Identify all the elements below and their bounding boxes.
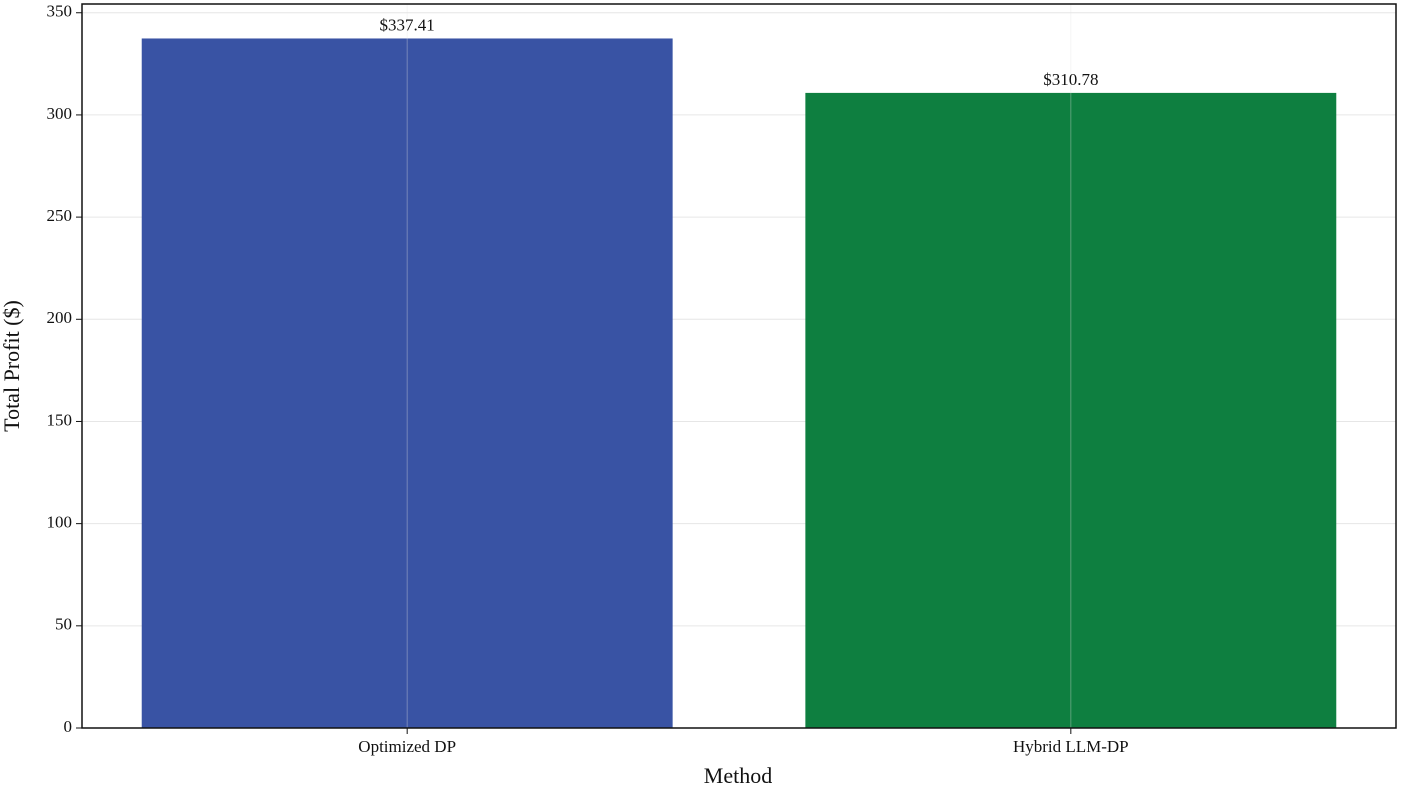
value-label: $337.41 bbox=[380, 15, 435, 34]
bar bbox=[141, 38, 673, 728]
y-tick-label: 300 bbox=[47, 104, 73, 123]
y-tick-label: 200 bbox=[47, 308, 73, 327]
value-label: $310.78 bbox=[1043, 70, 1098, 89]
y-tick-label: 100 bbox=[47, 513, 73, 532]
y-tick-label: 50 bbox=[55, 615, 72, 634]
x-tick-label: Optimized DP bbox=[358, 737, 456, 756]
bar bbox=[805, 92, 1337, 728]
y-tick-label: 250 bbox=[47, 206, 73, 225]
y-tick-label: 350 bbox=[47, 2, 73, 21]
x-axis-label: Method bbox=[704, 763, 772, 788]
y-tick-label: 150 bbox=[47, 410, 73, 429]
plot-frame bbox=[81, 3, 1397, 729]
y-tick-label: 0 bbox=[64, 717, 73, 736]
x-tick-label: Hybrid LLM-DP bbox=[1013, 737, 1129, 756]
y-axis-label: Total Profit ($) bbox=[0, 300, 24, 432]
